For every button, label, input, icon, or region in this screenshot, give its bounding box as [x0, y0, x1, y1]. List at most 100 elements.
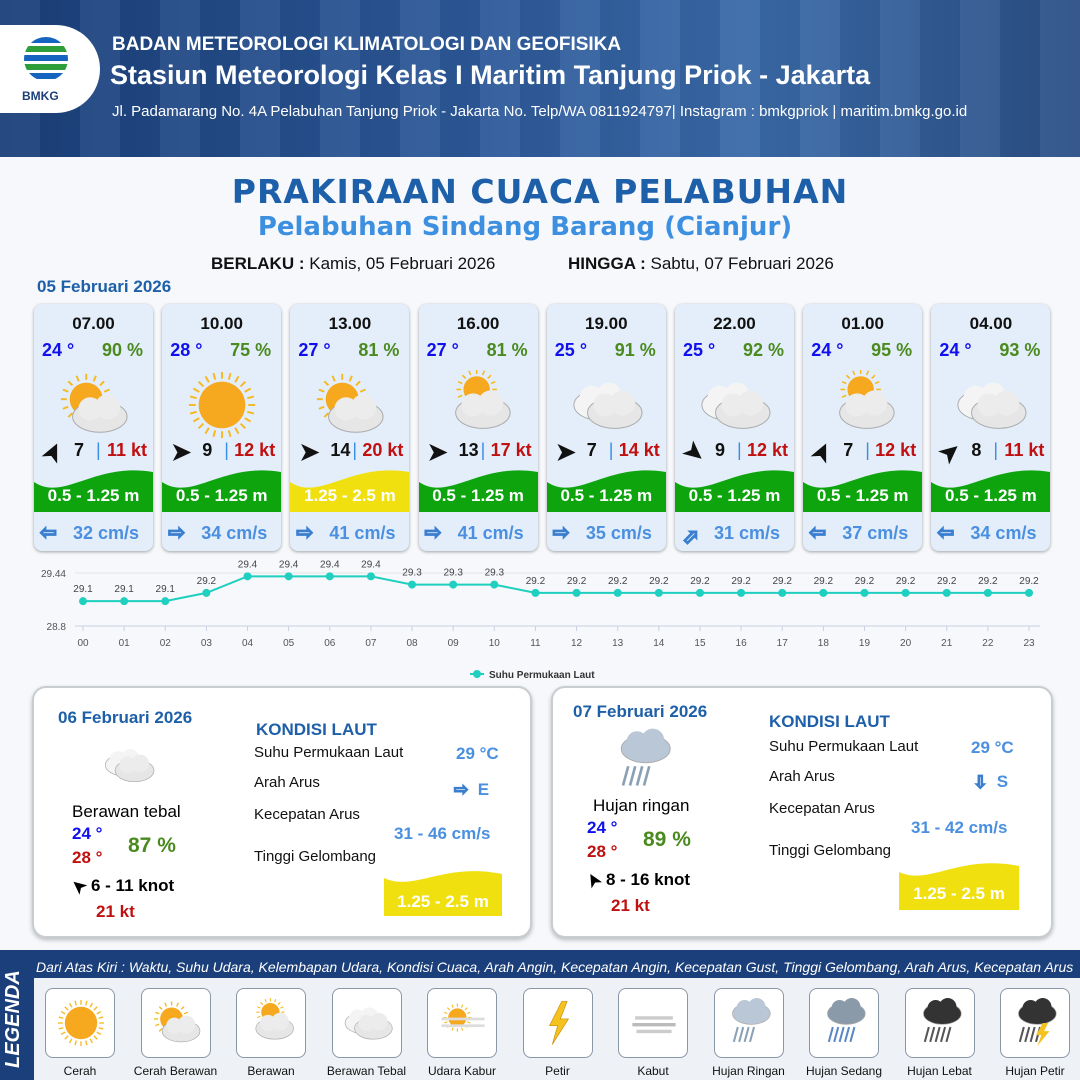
legend-item: Cerah [34, 988, 126, 1078]
x-tick-label: 15 [694, 638, 706, 649]
current-dir: ⇨ S [971, 772, 1009, 791]
x-tick-label: 18 [818, 638, 830, 649]
air-temp: 24 ° [42, 340, 75, 360]
valid-from: BERLAKU : Kamis, 05 Februari 2026 [211, 254, 496, 273]
series-line [83, 575, 1029, 603]
humidity: 92 % [742, 340, 784, 360]
wind-direction-icon: ➤ [299, 439, 320, 466]
forecast-card: 07.00 24 ° 90 % ➤ 7 | 11 kt 0.5 - 1.25 m… [34, 304, 153, 551]
data-label: 29.3 [402, 568, 422, 579]
data-label: 29.4 [320, 560, 340, 570]
current-speed: 35 cm/s [585, 523, 652, 543]
legend-item: Berawan [225, 988, 317, 1078]
temp-max: 28 ° [72, 848, 103, 867]
wind: ➤ 8 - 16 knot [581, 869, 691, 892]
x-tick-label: 06 [324, 638, 336, 649]
wave-height: 0.5 - 1.25 m [162, 462, 282, 512]
data-point [243, 572, 252, 581]
gust: 21 kt [611, 896, 650, 915]
legend-item: Petir [512, 988, 604, 1078]
sst-label: Suhu Permukaan Laut [769, 738, 919, 755]
wind-row: ➤ 7 | 12 kt [806, 438, 918, 468]
arrow-right-icon: ⇨ [552, 522, 570, 545]
data-label: 29.1 [156, 584, 176, 595]
x-tick-label: 16 [736, 638, 748, 649]
org-name: BADAN METEOROLOGI KLIMATOLOGI DAN GEOFIS… [112, 34, 622, 55]
current: ⇨ 34 cm/s [168, 520, 268, 545]
wave-height: 0.5 - 1.25 m [675, 462, 794, 512]
wave-badge: 1.25 - 2.5 m [384, 868, 502, 916]
data-point [572, 588, 581, 597]
hujan-lebat-icon [904, 988, 975, 1058]
humidity: 75 % [230, 340, 272, 360]
wind-speed: 8 [971, 440, 982, 460]
wave-height: 0.5 - 1.25 m [34, 462, 153, 512]
berawan-icon [823, 369, 903, 440]
sea-condition-title: KONDISI LAUT [769, 712, 890, 731]
wind-arrow-icon: ➤ [581, 869, 606, 892]
current-speed: 32 cm/s [73, 523, 140, 543]
wind-speed: 7 [843, 440, 854, 460]
gust-speed: 14 kt [618, 440, 660, 460]
legend-item: Kabut [607, 988, 699, 1078]
hujan-sedang-icon [809, 988, 879, 1058]
wind-direction-icon: ➤ [427, 439, 448, 466]
data-point [860, 588, 869, 597]
data-label: 29.2 [567, 576, 587, 587]
day1-date: 05 Februari 2026 [37, 277, 172, 296]
sst-value: 29 °C [456, 744, 499, 763]
arrow-left-icon: ⇦ [809, 522, 827, 545]
x-tick-label: 13 [612, 638, 624, 649]
data-label: 29.2 [978, 576, 998, 587]
data-label: 29.2 [608, 576, 628, 587]
data-point [942, 588, 951, 597]
arrow-right-icon: ⇨ [168, 522, 186, 545]
data-point [449, 580, 458, 589]
forecast-time: 19.00 [585, 314, 628, 333]
wind: ➤ 6 - 11 knot [67, 874, 175, 899]
current-speed: 41 cm/s [457, 523, 524, 543]
wind-speed: 7 [74, 440, 85, 460]
sea-condition-title: KONDISI LAUT [256, 720, 377, 739]
gust-speed: 20 kt [362, 440, 404, 460]
forecast-time: 07.00 [72, 314, 115, 333]
arrow-right-icon: ⇨ [296, 522, 314, 545]
cloud-icon [94, 740, 164, 790]
current: ⇨ 35 cm/s [552, 520, 652, 545]
separator: | [737, 440, 742, 460]
air-temp: 24 ° [939, 340, 972, 360]
current-speed-label: Kecepatan Arus [254, 806, 360, 823]
current: ⇦ 32 cm/s [40, 520, 140, 545]
cerah-berawan-icon [140, 988, 211, 1058]
sst-value: 29 °C [971, 738, 1014, 757]
data-point [778, 588, 787, 597]
rain-icon [609, 726, 679, 796]
humidity: 90 % [101, 340, 143, 360]
legend-item: Udara Kabur [416, 988, 508, 1078]
header-banner [0, 0, 1080, 157]
humidity: 81 % [358, 340, 400, 360]
data-point [202, 588, 211, 597]
wind-row: ➤ 9 | 12 kt [678, 436, 790, 470]
cerah-berawan-icon [310, 370, 390, 440]
berawan-tebal-icon [567, 370, 647, 440]
gust-speed: 12 kt [234, 440, 276, 460]
legend-item: Berawan Tebal [321, 988, 413, 1078]
x-tick-label: 00 [77, 638, 89, 649]
separator: | [224, 440, 229, 460]
data-point [695, 588, 704, 597]
x-tick-label: 08 [406, 638, 418, 649]
data-point [408, 580, 417, 589]
wind-speed: 9 [202, 440, 213, 460]
current-speed: 31 cm/s [714, 523, 781, 543]
humidity: 95 % [871, 340, 913, 360]
berawan-tebal-icon [331, 988, 402, 1058]
humidity: 89 % [643, 828, 691, 851]
data-point [366, 572, 375, 581]
current-speed: 37 cm/s [842, 523, 909, 543]
berawan-icon [236, 988, 306, 1058]
data-point [531, 588, 540, 597]
gust-speed: 12 kt [746, 440, 788, 460]
current-dir-label: Arah Arus [254, 774, 320, 791]
data-label: 29.2 [814, 576, 834, 587]
